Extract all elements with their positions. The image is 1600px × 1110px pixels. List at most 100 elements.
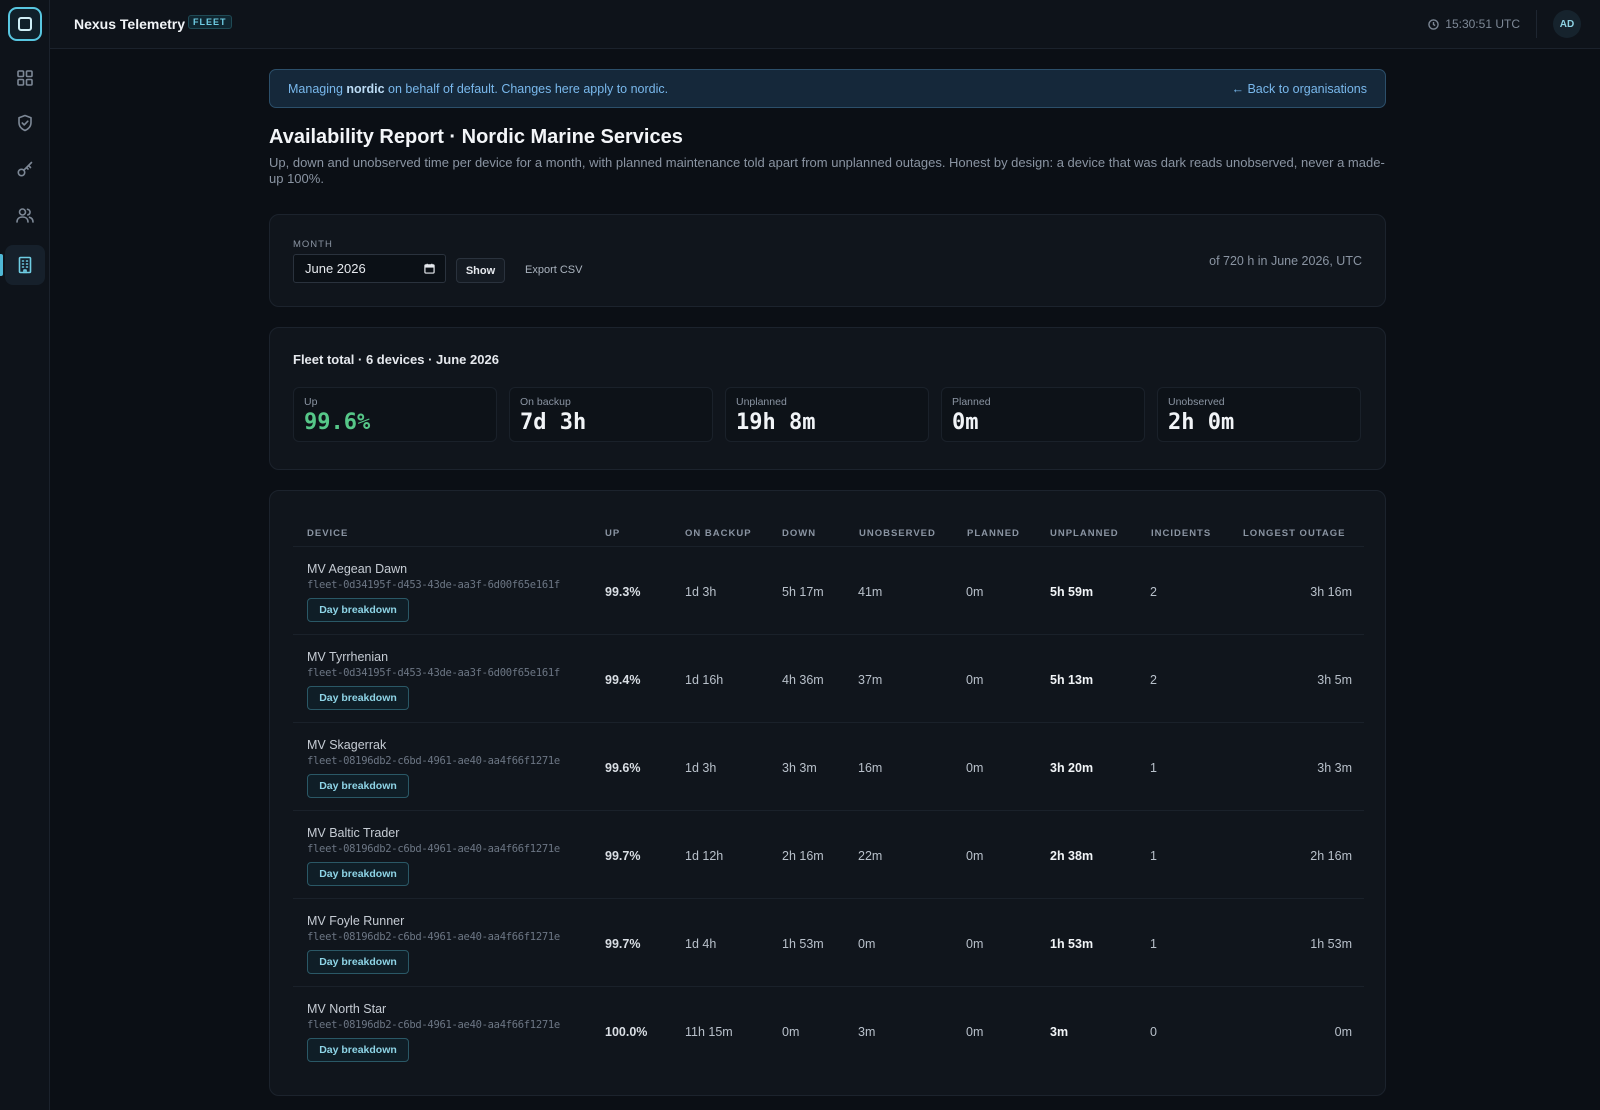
device-name: MV Skagerrak — [307, 738, 387, 752]
day-breakdown-button[interactable]: Day breakdown — [307, 950, 409, 974]
down-cell: 3h 3m — [782, 761, 817, 775]
day-breakdown-button[interactable]: Day breakdown — [307, 1038, 409, 1062]
incidents-cell: 1 — [1150, 849, 1157, 863]
on-backup-cell: 1d 12h — [685, 849, 724, 863]
incidents-cell: 1 — [1150, 761, 1157, 775]
day-breakdown-button[interactable]: Day breakdown — [307, 862, 409, 886]
sidebar — [0, 0, 50, 1110]
device-id: fleet-0d34195f-d453-43de-aa3f-6d00f65e16… — [307, 579, 560, 591]
page-description: Up, down and unobserved time per device … — [269, 155, 1385, 186]
device-table-card: DEVICE UP ON BACKUP DOWN UNOBSERVED PLAN… — [269, 490, 1386, 1096]
stat-value: 99.6% — [304, 410, 371, 435]
stat-label: Planned — [952, 396, 991, 408]
longest-outage-cell: 3h 16m — [1310, 585, 1352, 599]
table-row: MV Skagerrak fleet-08196db2-c6bd-4961-ae4… — [293, 722, 1364, 810]
table-row: MV Tyrrhenian fleet-0d34195f-d453-43de-aa… — [293, 634, 1364, 722]
users-icon[interactable] — [5, 195, 45, 235]
device-name: MV North Star — [307, 1002, 387, 1016]
stat-value: 7d 3h — [520, 410, 587, 435]
unobserved-cell: 0m — [858, 937, 876, 951]
up-cell: 99.7% — [605, 849, 641, 863]
column-header-on-backup: ON BACKUP — [685, 528, 752, 539]
on-backup-cell: 11h 15m — [685, 1025, 733, 1039]
fleet-total-card: Fleet total · 6 devices · June 2026 Up 9… — [269, 327, 1386, 470]
banner-org: nordic — [346, 81, 385, 96]
stat-unplanned: Unplanned 19h 8m — [725, 387, 929, 442]
stat-value: 19h 8m — [736, 410, 816, 435]
key-icon[interactable] — [5, 149, 45, 189]
unplanned-cell: 5h 13m — [1050, 673, 1094, 687]
filter-card: MONTH June 2026 Show Export CSV of 720 h… — [269, 214, 1386, 307]
column-header-planned: PLANNED — [967, 528, 1020, 539]
down-cell: 5h 17m — [782, 585, 824, 599]
month-picker-input[interactable]: June 2026 — [293, 254, 446, 283]
stat-on-backup: On backup 7d 3h — [509, 387, 713, 442]
building-icon[interactable] — [5, 245, 45, 285]
day-breakdown-button[interactable]: Day breakdown — [307, 598, 409, 622]
device-id: fleet-08196db2-c6bd-4961-ae40-aa4f66f127… — [307, 843, 560, 855]
org-context-banner: Managing nordic on behalf of default. Ch… — [269, 69, 1386, 108]
device-name: MV Aegean Dawn — [307, 562, 408, 576]
stat-label: Unplanned — [736, 396, 787, 408]
up-cell: 99.7% — [605, 937, 641, 951]
device-id: fleet-08196db2-c6bd-4961-ae40-aa4f66f127… — [307, 931, 560, 943]
incidents-cell: 2 — [1150, 673, 1157, 687]
dashboard-grid-icon[interactable] — [5, 58, 45, 98]
fleet-badge: FLEET — [188, 15, 232, 29]
on-backup-cell: 1d 16h — [685, 673, 724, 687]
export-csv-button[interactable]: Export CSV — [525, 264, 583, 276]
on-backup-cell: 1d 3h — [685, 761, 717, 775]
device-id: fleet-08196db2-c6bd-4961-ae40-aa4f66f127… — [307, 1019, 560, 1031]
show-button[interactable]: Show — [456, 258, 505, 283]
longest-outage-cell: 1h 53m — [1310, 937, 1352, 951]
unplanned-cell: 3m — [1050, 1025, 1069, 1039]
month-value: June 2026 — [305, 261, 366, 276]
stat-value: 0m — [952, 410, 979, 435]
column-header-unplanned: UNPLANNED — [1050, 528, 1119, 539]
planned-cell: 0m — [966, 937, 984, 951]
clock-text: 15:30:51 UTC — [1445, 17, 1520, 31]
up-cell: 99.3% — [605, 585, 641, 599]
back-to-organisations-link[interactable]: ← Back to organisations — [1231, 81, 1368, 96]
unobserved-cell: 3m — [858, 1025, 876, 1039]
user-avatar[interactable]: AD — [1553, 10, 1581, 38]
column-header-incidents: INCIDENTS — [1151, 528, 1212, 539]
unobserved-cell: 16m — [858, 761, 883, 775]
unplanned-cell: 2h 38m — [1050, 849, 1094, 863]
device-id: fleet-08196db2-c6bd-4961-ae40-aa4f66f127… — [307, 755, 560, 767]
stat-planned: Planned 0m — [941, 387, 1145, 442]
planned-cell: 0m — [966, 585, 984, 599]
fleet-total-title: Fleet total · 6 devices · June 2026 — [293, 352, 499, 367]
month-label: MONTH — [293, 239, 333, 250]
clock-icon — [1428, 18, 1440, 30]
stat-label: On backup — [520, 396, 571, 408]
day-breakdown-button[interactable]: Day breakdown — [307, 686, 409, 710]
column-header-longest-outage: LONGEST OUTAGE — [1243, 528, 1346, 539]
longest-outage-cell: 2h 16m — [1310, 849, 1352, 863]
up-cell: 99.6% — [605, 761, 641, 775]
device-name: MV Foyle Runner — [307, 914, 405, 928]
active-nav-indicator — [0, 254, 3, 276]
calendar-icon[interactable] — [424, 263, 435, 274]
longest-outage-cell: 3h 5m — [1317, 673, 1352, 687]
unobserved-cell: 41m — [858, 585, 883, 599]
app-logo[interactable] — [8, 7, 42, 41]
unobserved-cell: 22m — [858, 849, 883, 863]
day-breakdown-button[interactable]: Day breakdown — [307, 774, 409, 798]
shield-icon[interactable] — [5, 103, 45, 143]
planned-cell: 0m — [966, 761, 984, 775]
incidents-cell: 0 — [1150, 1025, 1157, 1039]
table-row: MV Aegean Dawn fleet-0d34195f-d453-43de-a… — [293, 546, 1364, 634]
down-cell: 0m — [782, 1025, 800, 1039]
app-title: Nexus Telemetry — [74, 16, 186, 32]
unobserved-cell: 37m — [858, 673, 883, 687]
on-backup-cell: 1d 4h — [685, 937, 717, 951]
up-cell: 99.4% — [605, 673, 641, 687]
column-header-down: DOWN — [782, 528, 817, 539]
column-header-up: UP — [605, 528, 621, 539]
main-content: Managing nordic on behalf of default. Ch… — [269, 69, 1386, 1096]
column-header-device: DEVICE — [307, 528, 349, 539]
banner-text: Managing nordic on behalf of default. Ch… — [288, 81, 669, 96]
utc-clock: 15:30:51 UTC — [1428, 17, 1520, 31]
stat-unobserved: Unobserved 2h 0m — [1157, 387, 1361, 442]
